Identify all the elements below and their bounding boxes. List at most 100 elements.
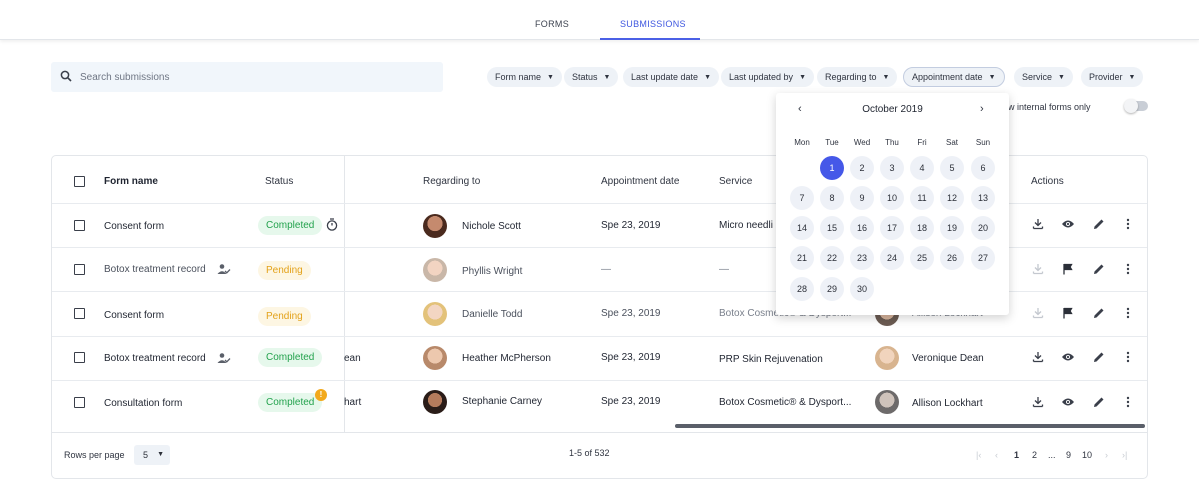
page-10[interactable]: 10 [1082,450,1093,460]
calendar-day[interactable]: 10 [880,186,904,210]
edit-icon[interactable] [1093,396,1105,408]
first-page-icon[interactable]: |‹ [976,450,982,460]
calendar-day[interactable]: 29 [820,277,844,301]
more-vertical-icon[interactable] [1126,218,1130,230]
filter-appointment-date[interactable]: Appointment date ▼ [903,67,1005,87]
filter-last-update-date[interactable]: Last update date ▼ [623,67,719,87]
calendar-day[interactable]: 9 [850,186,874,210]
more-vertical-icon[interactable] [1126,263,1130,275]
row-checkbox[interactable] [74,308,85,319]
filter-label: Provider [1089,72,1123,82]
page-1[interactable]: 1 [1014,450,1020,460]
flag-icon[interactable] [1063,263,1073,275]
header-appointment-date[interactable]: Appointment date [601,176,680,187]
calendar-day[interactable]: 16 [850,216,874,240]
tab-forms[interactable]: FORMS [535,19,569,29]
download-icon[interactable] [1032,351,1044,363]
page-2[interactable]: 2 [1032,450,1038,460]
regarding-cell[interactable]: Stephanie Carney [462,396,543,407]
calendar-day[interactable]: 22 [820,246,844,270]
more-vertical-icon[interactable] [1126,396,1130,408]
form-name-cell[interactable]: Consent form [104,310,165,321]
search-input[interactable]: Search submissions [51,62,443,92]
download-icon[interactable] [1032,396,1044,408]
calendar-day[interactable]: 2 [850,156,874,180]
download-icon[interactable] [1032,218,1044,230]
calendar-day[interactable]: 17 [880,216,904,240]
horizontal-scrollbar[interactable] [675,424,1145,428]
calendar-day[interactable]: 26 [940,246,964,270]
calendar-day[interactable]: 4 [910,156,934,180]
calendar-day[interactable]: 27 [971,246,995,270]
internal-forms-toggle[interactable] [1124,99,1148,113]
filter-regarding-to[interactable]: Regarding to ▼ [817,67,898,87]
calendar-day[interactable]: 25 [910,246,934,270]
filter-status[interactable]: Status ▼ [564,67,619,87]
regarding-cell[interactable]: Phyllis Wright [462,266,523,277]
calendar-day[interactable]: 7 [790,186,814,210]
calendar-day[interactable]: 8 [820,186,844,210]
download-icon[interactable] [1032,263,1044,275]
filter-label: Status [572,72,598,82]
calendar-day[interactable]: 5 [940,156,964,180]
calendar-day[interactable]: 20 [971,216,995,240]
download-icon[interactable] [1032,307,1044,319]
calendar-day[interactable]: 13 [971,186,995,210]
calendar-day[interactable]: 11 [910,186,934,210]
prev-page-icon[interactable]: ‹ [995,450,998,460]
select-all-checkbox[interactable] [74,176,85,187]
edit-icon[interactable] [1093,263,1105,275]
tab-submissions[interactable]: SUBMISSIONS [620,19,686,29]
regarding-cell[interactable]: Danielle Todd [462,309,523,320]
calendar-day[interactable]: 12 [940,186,964,210]
filter-form-name[interactable]: Form name ▼ [487,67,562,87]
prev-month-icon[interactable]: ‹ [798,103,802,115]
row-checkbox[interactable] [74,397,85,408]
last-page-icon[interactable]: ›| [1122,450,1128,460]
header-regarding-to[interactable]: Regarding to [423,176,481,187]
form-name-cell[interactable]: Botox treatment record [104,353,206,364]
regarding-cell[interactable]: Nichole Scott [462,221,521,232]
header-service[interactable]: Service [719,176,753,187]
calendar-day[interactable]: 30 [850,277,874,301]
rows-per-page-select[interactable]: 5 ▼ [134,445,170,465]
flag-icon[interactable] [1063,307,1073,319]
next-month-icon[interactable]: › [980,103,984,115]
calendar-day[interactable]: 3 [880,156,904,180]
calendar-day[interactable]: 14 [790,216,814,240]
header-form-name[interactable]: Form name [104,176,158,187]
filter-service[interactable]: Service ▼ [1014,67,1073,87]
eye-icon[interactable] [1061,219,1075,229]
row-checkbox[interactable] [74,264,85,275]
calendar-day[interactable]: 15 [820,216,844,240]
eye-icon[interactable] [1061,397,1075,407]
calendar-day[interactable]: 19 [940,216,964,240]
calendar-day[interactable]: 18 [910,216,934,240]
row-checkbox[interactable] [74,352,85,363]
calendar-day[interactable]: 21 [790,246,814,270]
calendar-day[interactable]: 28 [790,277,814,301]
filter-provider[interactable]: Provider ▼ [1081,67,1144,87]
form-name-cell[interactable]: Consent form [104,221,165,232]
row-checkbox[interactable] [74,220,85,231]
provider-cell[interactable]: Allison Lockhart [912,398,983,409]
provider-cell[interactable]: Veronique Dean [912,353,984,364]
filter-last-updated-by[interactable]: Last updated by ▼ [721,67,814,87]
page-9[interactable]: 9 [1066,450,1072,460]
form-name-cell[interactable]: Consultation form [104,398,183,409]
more-vertical-icon[interactable] [1126,351,1130,363]
edit-icon[interactable] [1093,218,1105,230]
regarding-cell[interactable]: Heather McPherson [462,353,551,364]
calendar-day[interactable]: 23 [850,246,874,270]
eye-icon[interactable] [1061,352,1075,362]
calendar-day[interactable]: 24 [880,246,904,270]
form-name-cell[interactable]: Botox treatment record [104,264,206,275]
next-page-icon[interactable]: › [1105,450,1108,460]
calendar-day[interactable]: 6 [971,156,995,180]
more-vertical-icon[interactable] [1126,307,1130,319]
header-status[interactable]: Status [265,176,294,187]
edit-icon[interactable] [1093,307,1105,319]
footer-divider [52,432,1147,433]
calendar-day[interactable]: 1 [820,156,844,180]
edit-icon[interactable] [1093,351,1105,363]
